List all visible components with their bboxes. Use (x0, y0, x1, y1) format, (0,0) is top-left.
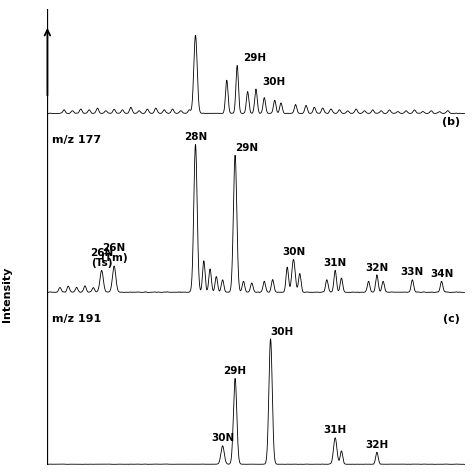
Text: 30N: 30N (211, 433, 234, 443)
Text: 31H: 31H (324, 426, 347, 436)
Text: 26N
(Ts): 26N (Ts) (90, 248, 113, 268)
Text: 30H: 30H (271, 327, 294, 337)
Text: (c): (c) (444, 313, 460, 324)
Text: 32N: 32N (365, 263, 389, 273)
Text: (b): (b) (442, 118, 460, 128)
Text: 30N: 30N (282, 247, 305, 257)
Text: 29H: 29H (244, 54, 266, 64)
Text: 29N: 29N (235, 143, 258, 153)
Text: 26N
(Tm): 26N (Tm) (100, 243, 128, 264)
Text: 33N: 33N (401, 267, 424, 277)
Text: 28N: 28N (184, 132, 207, 142)
Text: 30H: 30H (262, 77, 285, 87)
Text: 29H: 29H (224, 366, 246, 376)
Text: Intensity: Intensity (2, 266, 12, 321)
Text: 34N: 34N (430, 269, 453, 279)
Text: 32H: 32H (365, 440, 389, 450)
Text: m/z 177: m/z 177 (52, 136, 100, 146)
Text: 31N: 31N (324, 258, 347, 268)
Text: m/z 191: m/z 191 (52, 313, 101, 324)
